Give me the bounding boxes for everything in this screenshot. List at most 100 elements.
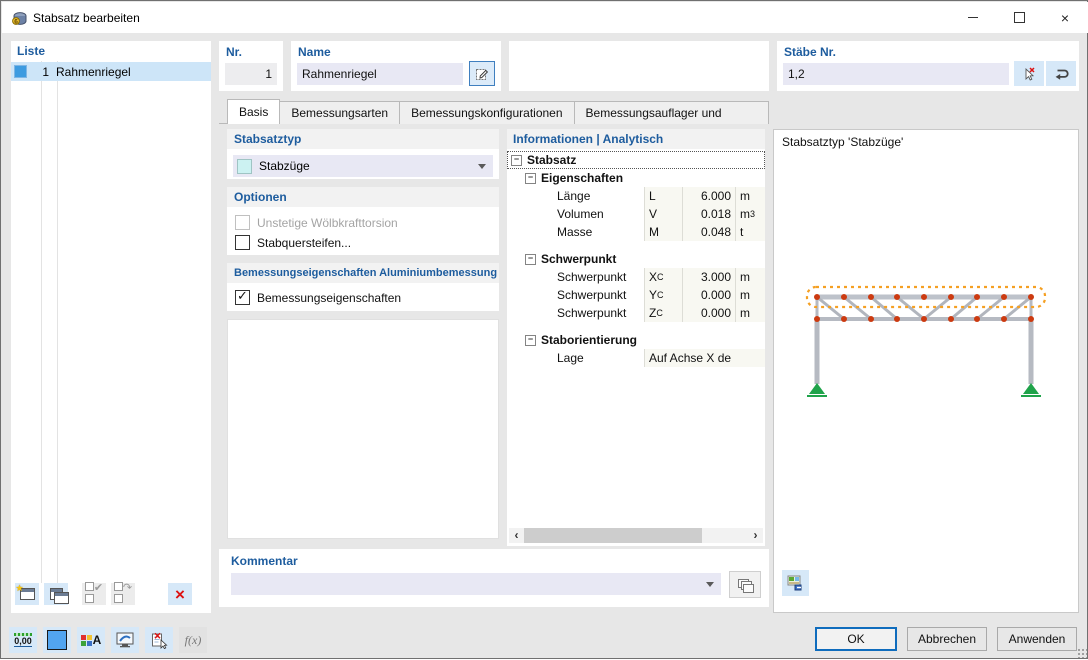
stabsatztyp-dropdown[interactable]: Stabzüge bbox=[233, 155, 493, 177]
dialog-footer: 0,00 A bbox=[1, 621, 1088, 660]
bemessung-group: Bemessungseigenschaften Aluminiumbemessu… bbox=[227, 263, 499, 311]
list-item-rahmenriegel[interactable]: 1 Rahmenriegel bbox=[11, 62, 211, 81]
bemessungseigenschaften-checkbox-row[interactable]: Bemessungseigenschaften bbox=[235, 290, 401, 305]
tab-bemessungsauflager[interactable]: Bemessungsauflager und Durchbiegung bbox=[574, 101, 769, 124]
tree-row-laenge: Länge L 6.000 m bbox=[507, 187, 765, 205]
tab-basis[interactable]: Basis bbox=[227, 99, 280, 124]
maximize-button[interactable] bbox=[996, 2, 1042, 33]
minimize-button[interactable] bbox=[950, 2, 996, 33]
list-toolbar: ★ ✔ ↷ × bbox=[15, 583, 192, 605]
close-button[interactable]: × bbox=[1042, 2, 1088, 33]
image-insert-icon bbox=[787, 575, 805, 592]
collapse-icon[interactable]: − bbox=[525, 254, 536, 265]
delete-member-set-button[interactable]: × bbox=[168, 583, 192, 605]
tree-label: Schwerpunkt bbox=[557, 306, 644, 320]
exclude-from-printout-button[interactable] bbox=[145, 627, 173, 653]
color-swatch-icon bbox=[47, 630, 67, 650]
tree-row-staborientierung[interactable]: − Staborientierung bbox=[507, 331, 765, 349]
value-cell: 3.000 bbox=[682, 268, 735, 286]
stabquersteifen-checkbox[interactable] bbox=[235, 235, 250, 250]
tree-label: Lage bbox=[557, 351, 644, 365]
unit-cell: m bbox=[735, 187, 765, 205]
tree-row-schwerpunkt[interactable]: − Schwerpunkt bbox=[507, 250, 765, 268]
scroll-right-icon[interactable]: › bbox=[748, 528, 763, 543]
chevron-down-icon bbox=[706, 582, 714, 587]
unit-cell: t bbox=[735, 223, 765, 241]
color-button[interactable] bbox=[43, 627, 71, 653]
unit-cell: m bbox=[735, 268, 765, 286]
ok-button[interactable]: OK bbox=[815, 627, 897, 651]
value-cell: 0.018 bbox=[682, 205, 735, 223]
stabquersteifen-checkbox-row[interactable]: Stabquersteifen... bbox=[235, 235, 351, 250]
tab-bemessungsarten[interactable]: Bemessungsarten bbox=[279, 101, 400, 124]
symbol-cell: M bbox=[644, 223, 682, 241]
formula-button: f(x) bbox=[179, 627, 207, 653]
tab-bemessungskonfigurationen[interactable]: Bemessungskonfigurationen bbox=[399, 101, 574, 124]
value-cell: Auf Achse X de bbox=[644, 349, 765, 367]
value-cell: 6.000 bbox=[682, 187, 735, 205]
stabsatztyp-value: Stabzüge bbox=[259, 159, 310, 173]
name-field[interactable] bbox=[297, 63, 463, 85]
staebe-field[interactable] bbox=[783, 63, 1009, 85]
cancel-button[interactable]: Abbrechen bbox=[907, 627, 987, 651]
display-properties-button[interactable]: A bbox=[77, 627, 105, 653]
kommentar-combobox[interactable] bbox=[231, 573, 721, 595]
color-grid-icon bbox=[81, 635, 92, 646]
unit-cell: m bbox=[735, 304, 765, 322]
resize-grip[interactable] bbox=[1077, 648, 1087, 658]
tree-row-eigenschaften[interactable]: − Eigenschaften bbox=[507, 169, 765, 187]
kommentar-presets-button[interactable] bbox=[729, 571, 761, 598]
collapse-icon[interactable]: − bbox=[525, 173, 536, 184]
document-cursor-icon bbox=[151, 632, 168, 649]
revert-members-button[interactable] bbox=[1046, 61, 1076, 86]
edit-name-button[interactable] bbox=[469, 61, 495, 86]
select-all-button: ✔ bbox=[82, 583, 106, 605]
collapse-icon[interactable]: − bbox=[511, 155, 522, 166]
list-item-number: 1 bbox=[35, 65, 49, 79]
tree-label: Schwerpunkt bbox=[557, 288, 644, 302]
kommentar-section: Kommentar bbox=[219, 549, 769, 607]
monitor-icon bbox=[116, 632, 134, 648]
scrollbar-thumb[interactable] bbox=[524, 528, 702, 543]
cursor-select-icon bbox=[1021, 66, 1037, 82]
select-members-button[interactable] bbox=[1014, 61, 1044, 86]
tree-label: Länge bbox=[557, 189, 644, 203]
copy-member-set-button[interactable] bbox=[44, 583, 68, 605]
stabquersteifen-label: Stabquersteifen... bbox=[257, 236, 351, 250]
show-in-graphic-button[interactable] bbox=[111, 627, 139, 653]
tree-label: Staborientierung bbox=[541, 333, 637, 347]
maximize-icon bbox=[1014, 12, 1025, 23]
scroll-left-icon[interactable]: ‹ bbox=[509, 528, 524, 543]
collapse-icon[interactable]: − bbox=[525, 335, 536, 346]
nr-field[interactable] bbox=[225, 63, 277, 85]
members-box: Stäbe Nr. bbox=[777, 41, 1079, 91]
check-all-icon: ✔ bbox=[85, 582, 103, 606]
member-set-color-chip bbox=[14, 65, 27, 78]
preview-graphic-button[interactable] bbox=[782, 570, 809, 596]
invert-selection-button: ↷ bbox=[111, 583, 135, 605]
preview-panel: Stabsatztyp 'Stabzüge' bbox=[773, 129, 1079, 613]
new-member-set-button[interactable]: ★ bbox=[15, 583, 39, 605]
tree-row-stabsatz[interactable]: − Stabsatz bbox=[507, 151, 765, 169]
title-bar[interactable]: 6 Stabsatz bearbeiten × bbox=[2, 2, 1088, 33]
woelbkrafttorsion-checkbox-row: Unstetige Wölbkrafttorsion bbox=[235, 215, 398, 230]
fx-icon: f(x) bbox=[185, 633, 202, 648]
bemessungseigenschaften-checkbox[interactable] bbox=[235, 290, 250, 305]
units-settings-button[interactable]: 0,00 bbox=[9, 627, 37, 653]
svg-text:6: 6 bbox=[14, 19, 18, 26]
horizontal-scrollbar[interactable]: ‹ › bbox=[509, 528, 763, 543]
bemessung-header: Bemessungseigenschaften Aluminiumbemessu… bbox=[227, 263, 499, 283]
stabsatztyp-group: Stabsatztyp Stabzüge bbox=[227, 129, 499, 179]
apply-button[interactable]: Anwenden bbox=[997, 627, 1077, 651]
woelbkrafttorsion-label: Unstetige Wölbkrafttorsion bbox=[257, 216, 398, 230]
delete-icon: × bbox=[175, 586, 185, 603]
stabsatztyp-header: Stabsatztyp bbox=[227, 129, 499, 149]
tree-label: Volumen bbox=[557, 207, 644, 221]
kommentar-input[interactable] bbox=[231, 577, 706, 591]
tree-label: Schwerpunkt bbox=[557, 270, 644, 284]
tree-row-masse: Masse M 0.048 t bbox=[507, 223, 765, 241]
value-cell: 0.000 bbox=[682, 304, 735, 322]
